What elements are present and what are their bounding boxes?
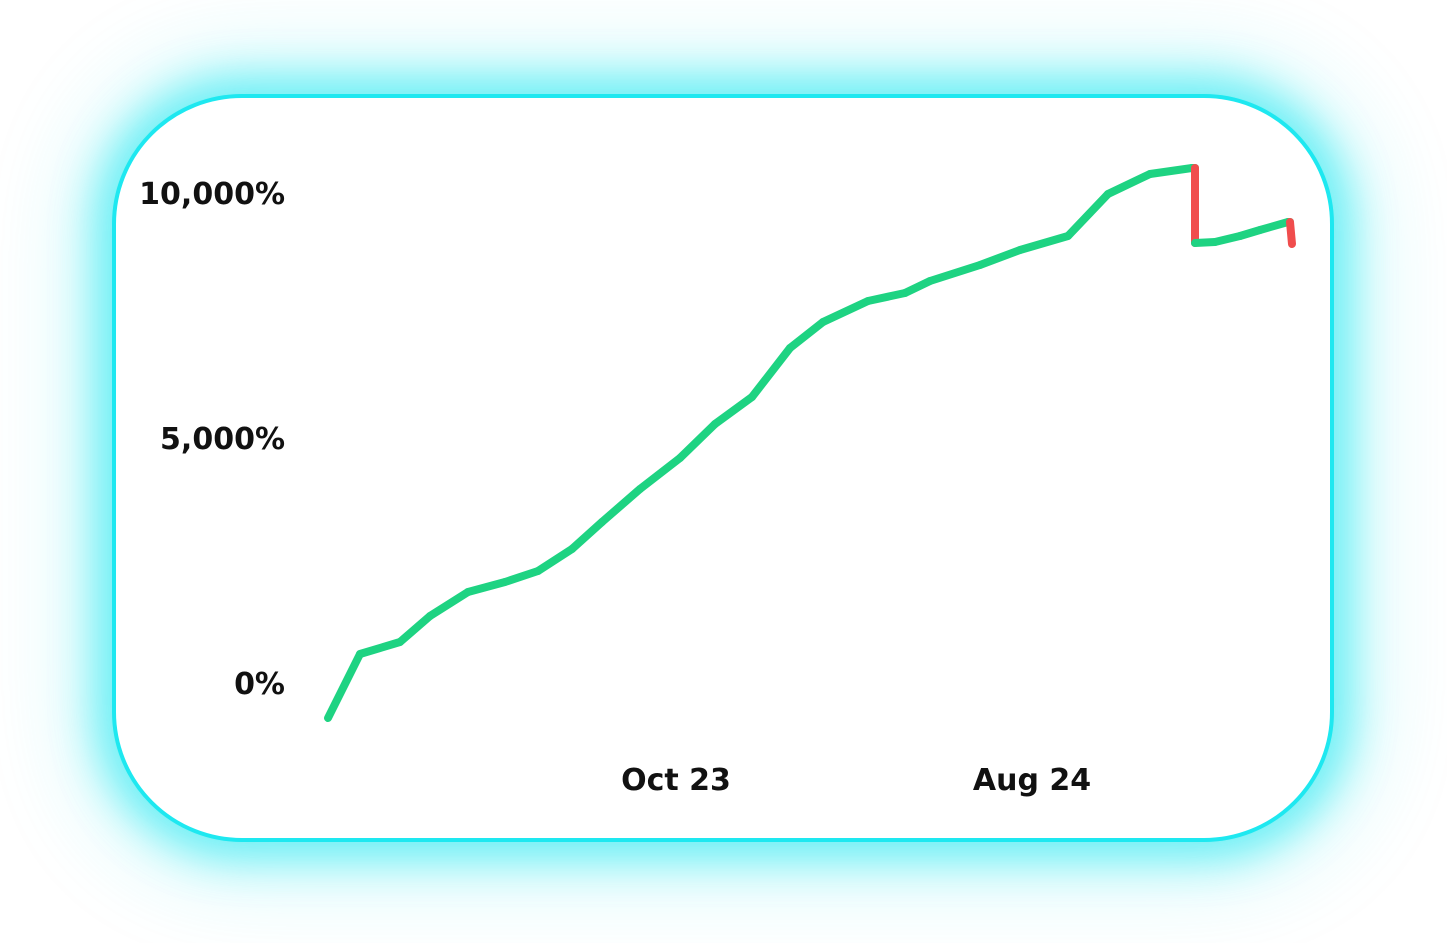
series-segment-up [864,289,909,305]
series-segment-up [356,638,404,658]
x-tick-label: Oct 23 [621,763,731,798]
series-lines [324,164,1296,722]
series-segment-up [1016,232,1072,254]
series-segment-up [676,420,719,462]
x-axis: Oct 23 Aug 24 [621,763,1091,798]
series-segment-up [464,578,509,596]
series-segment-up [976,246,1024,269]
series-segment-up [1256,218,1292,234]
series-segment-up [1064,190,1112,240]
series-segment-up [324,650,364,722]
series-segment-up [426,588,472,620]
series-segment-up [396,612,434,646]
chart-card [112,94,1334,842]
series-segment-up [1146,164,1196,178]
series-segment-up [636,454,684,493]
series-segment-up [819,297,872,326]
series-segment-up [1211,232,1244,246]
series-segment-up [711,393,756,428]
series-segment-down [1286,218,1296,248]
series-segment-up [926,261,984,285]
y-tick-label: 10,000% [139,177,285,212]
series-segment-up [748,344,794,401]
series-segment-up [1104,170,1154,198]
y-axis: 0% 5,000% 10,000% [139,177,285,702]
x-tick-label: Aug 24 [973,763,1091,798]
series-segment-up [901,277,934,297]
series-segment-up [501,567,542,586]
series-segment-up [568,518,606,553]
series-segment-up [786,318,827,352]
series-segment-up [598,485,644,526]
series-segment-up [534,545,576,575]
y-tick-label: 0% [234,667,285,702]
y-tick-label: 5,000% [160,422,285,457]
